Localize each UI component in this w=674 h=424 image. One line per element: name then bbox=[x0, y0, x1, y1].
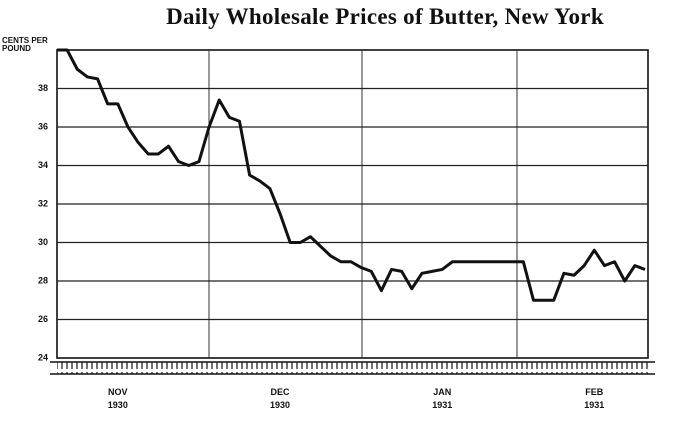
y-tick-label: 24 bbox=[38, 352, 48, 362]
y-axis-label: CENTS PER POUND bbox=[2, 36, 48, 53]
x-tick-label: NOV 1930 bbox=[107, 387, 128, 410]
y-tick-label: 34 bbox=[38, 160, 48, 170]
x-tick-label: DEC 1930 bbox=[270, 387, 291, 410]
y-tick-label: 30 bbox=[38, 237, 48, 247]
y-tick-label: 38 bbox=[38, 83, 48, 93]
line-series bbox=[57, 48, 646, 302]
y-tick-label: 36 bbox=[38, 121, 48, 131]
y-tick-label: 26 bbox=[38, 314, 48, 324]
day-ruler bbox=[57, 362, 648, 374]
chart-title: Daily Wholesale Prices of Butter, New Yo… bbox=[166, 4, 604, 29]
x-tick-label: JAN 1931 bbox=[432, 387, 453, 410]
x-tick-label: FEB 1931 bbox=[584, 387, 605, 410]
y-tick-label: 32 bbox=[38, 198, 48, 208]
y-tick-label: 28 bbox=[38, 275, 48, 285]
